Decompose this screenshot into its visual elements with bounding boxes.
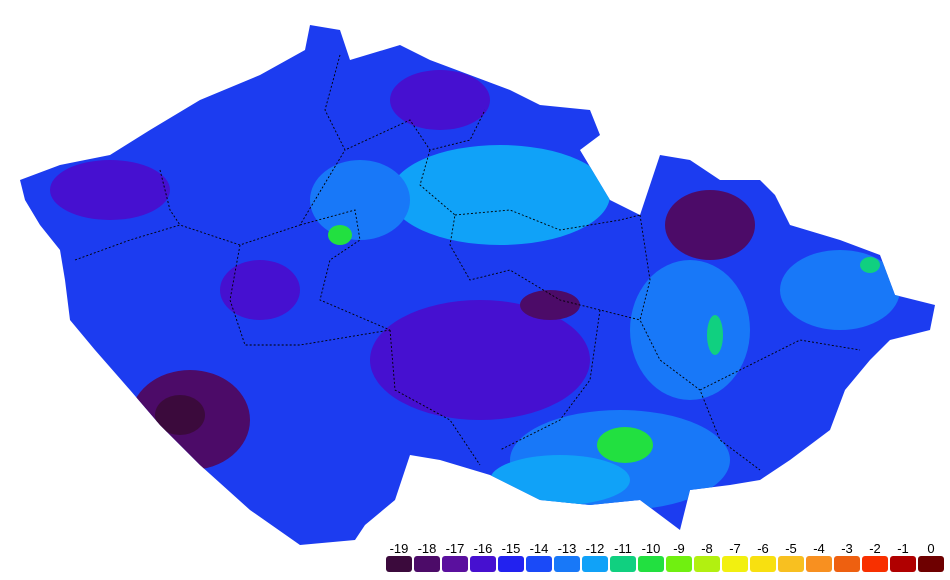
legend-swatch (862, 556, 888, 572)
legend-label: -13 (558, 541, 577, 556)
legend-swatch (554, 556, 580, 572)
legend-label: -18 (418, 541, 437, 556)
legend-label: -19 (390, 541, 409, 556)
legend-label: -11 (614, 541, 632, 556)
legend-swatch (638, 556, 664, 572)
legend-swatch (778, 556, 804, 572)
region-borders (74, 54, 861, 471)
legend-swatch (834, 556, 860, 572)
legend-label: -3 (841, 541, 853, 556)
legend-swatch (498, 556, 524, 572)
legend-label: -17 (446, 541, 465, 556)
legend-swatch (890, 556, 916, 572)
legend-label: -1 (897, 541, 909, 556)
legend-label: -10 (642, 541, 661, 556)
legend-label: -5 (785, 541, 797, 556)
legend-label: -14 (530, 541, 549, 556)
legend-label: -15 (502, 541, 521, 556)
legend-label: -6 (757, 541, 769, 556)
legend-label: -9 (673, 541, 685, 556)
legend-swatch (526, 556, 552, 572)
legend-swatch (386, 556, 412, 572)
legend-swatch (666, 556, 692, 572)
legend-swatch (722, 556, 748, 572)
legend-label: -2 (869, 541, 881, 556)
legend-label: -12 (586, 541, 605, 556)
legend-swatch (694, 556, 720, 572)
legend-label: -8 (701, 541, 713, 556)
legend-label: 0 (927, 541, 934, 556)
legend-swatch (918, 556, 944, 572)
legend-swatch (442, 556, 468, 572)
legend-label: -4 (813, 541, 825, 556)
legend-swatch (806, 556, 832, 572)
legend-swatch (582, 556, 608, 572)
legend-swatch (610, 556, 636, 572)
legend-swatch (470, 556, 496, 572)
legend-swatch (750, 556, 776, 572)
legend-label: -16 (474, 541, 493, 556)
legend-swatch (414, 556, 440, 572)
legend: -19 -18 -17 -16 -15 -14 -13 -12 -11 -10 -9 -8 -7 -6 -5… (386, 541, 944, 572)
legend-label: -7 (729, 541, 741, 556)
